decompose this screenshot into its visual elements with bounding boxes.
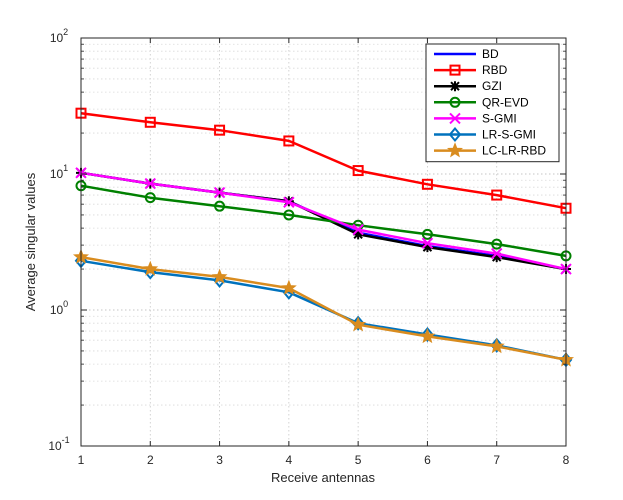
data-point-rbd bbox=[421, 178, 433, 190]
data-point-lc-lr-rbd bbox=[419, 328, 436, 344]
legend-entry-gzi: GZI bbox=[434, 79, 502, 93]
legend-label: QR-EVD bbox=[482, 95, 529, 109]
data-point-s-gmi bbox=[421, 237, 434, 249]
x-axis-label: Receive antennas bbox=[271, 470, 376, 485]
data-point-rbd bbox=[283, 135, 295, 147]
x-tick-label: 4 bbox=[286, 453, 293, 467]
data-point-lr-s-gmi bbox=[490, 337, 504, 353]
data-point-gzi bbox=[422, 242, 433, 253]
ticks bbox=[80, 37, 567, 447]
y-tick-exponent: 2 bbox=[63, 27, 68, 37]
legend-label: RBD bbox=[482, 63, 508, 77]
legend-entry-qr-evd: QR-EVD bbox=[434, 95, 529, 109]
y-tick-exponent: 1 bbox=[63, 163, 68, 173]
data-point-rbd bbox=[352, 165, 364, 177]
legend-marker bbox=[446, 142, 464, 158]
series-line-rbd bbox=[80, 111, 567, 210]
data-point-lc-lr-rbd bbox=[488, 337, 505, 354]
data-point-s-gmi bbox=[283, 196, 295, 208]
y-tick-exponent: -1 bbox=[62, 435, 70, 445]
legend-entry-lr-s-gmi: LR-S-GMI bbox=[434, 126, 536, 143]
data-point-rbd bbox=[144, 116, 156, 128]
x-tick-label: 3 bbox=[216, 453, 223, 467]
x-tick-label: 1 bbox=[78, 453, 85, 467]
data-point-qr-evd bbox=[214, 200, 226, 212]
legend-label: BD bbox=[482, 47, 499, 61]
series-lc-lr-rbd bbox=[72, 248, 575, 367]
legend-label: GZI bbox=[482, 79, 502, 93]
plot-frame bbox=[80, 37, 567, 447]
data-point-qr-evd bbox=[144, 192, 156, 204]
data-point-gzi bbox=[491, 252, 502, 263]
data-point-s-gmi bbox=[213, 186, 226, 199]
data-point-lc-lr-rbd bbox=[350, 316, 367, 332]
data-point-s-gmi bbox=[491, 247, 503, 260]
data-point-gzi bbox=[353, 229, 364, 240]
data-point-rbd bbox=[214, 124, 226, 136]
data-point-rbd bbox=[491, 189, 503, 201]
legend-marker bbox=[449, 64, 461, 76]
legend-label: LC-LR-RBD bbox=[482, 144, 546, 158]
data-point-lc-lr-rbd bbox=[211, 268, 228, 284]
legend: BD RBD GZI QR-EVD S-GMI LR-S-GMI LC-LR-RBD bbox=[425, 43, 560, 163]
legend-marker bbox=[450, 81, 460, 92]
x-tick-label: 6 bbox=[424, 453, 431, 467]
data-point-lr-s-gmi bbox=[351, 315, 365, 331]
data-point-qr-evd bbox=[283, 209, 295, 221]
legend-marker bbox=[449, 112, 461, 125]
legend-entry-rbd: RBD bbox=[434, 63, 508, 77]
data-point-lr-s-gmi bbox=[421, 326, 434, 343]
legend-entry-s-gmi: S-GMI bbox=[434, 111, 517, 125]
legend-marker bbox=[448, 126, 462, 143]
y-axis-label: Average singular values bbox=[23, 172, 38, 311]
legend-marker bbox=[449, 96, 461, 108]
data-point-s-gmi bbox=[352, 223, 364, 236]
data-point-lc-lr-rbd bbox=[142, 260, 159, 276]
data-point-s-gmi bbox=[144, 177, 156, 190]
x-tick-label: 7 bbox=[493, 453, 500, 467]
y-tick-exponent: 0 bbox=[63, 299, 68, 309]
data-point-qr-evd bbox=[491, 238, 503, 250]
x-tick-label: 8 bbox=[563, 453, 570, 467]
series-line-s-gmi bbox=[80, 171, 567, 271]
data-point-qr-evd bbox=[421, 228, 433, 240]
legend-label: S-GMI bbox=[482, 111, 517, 125]
x-tick-label: 5 bbox=[355, 453, 362, 467]
series-line-lc-lr-rbd bbox=[80, 255, 567, 362]
x-tick-label: 2 bbox=[147, 453, 154, 467]
data-point-lc-lr-rbd bbox=[280, 279, 297, 295]
series-s-gmi bbox=[75, 167, 572, 275]
legend-label: LR-S-GMI bbox=[482, 128, 536, 142]
series-rbd bbox=[75, 107, 572, 214]
legend-entry-lc-lr-rbd: LC-LR-RBD bbox=[434, 142, 546, 158]
series-lines bbox=[72, 107, 575, 368]
legend-entry-bd: BD bbox=[434, 47, 499, 61]
series-line-qr-evd bbox=[80, 184, 567, 258]
